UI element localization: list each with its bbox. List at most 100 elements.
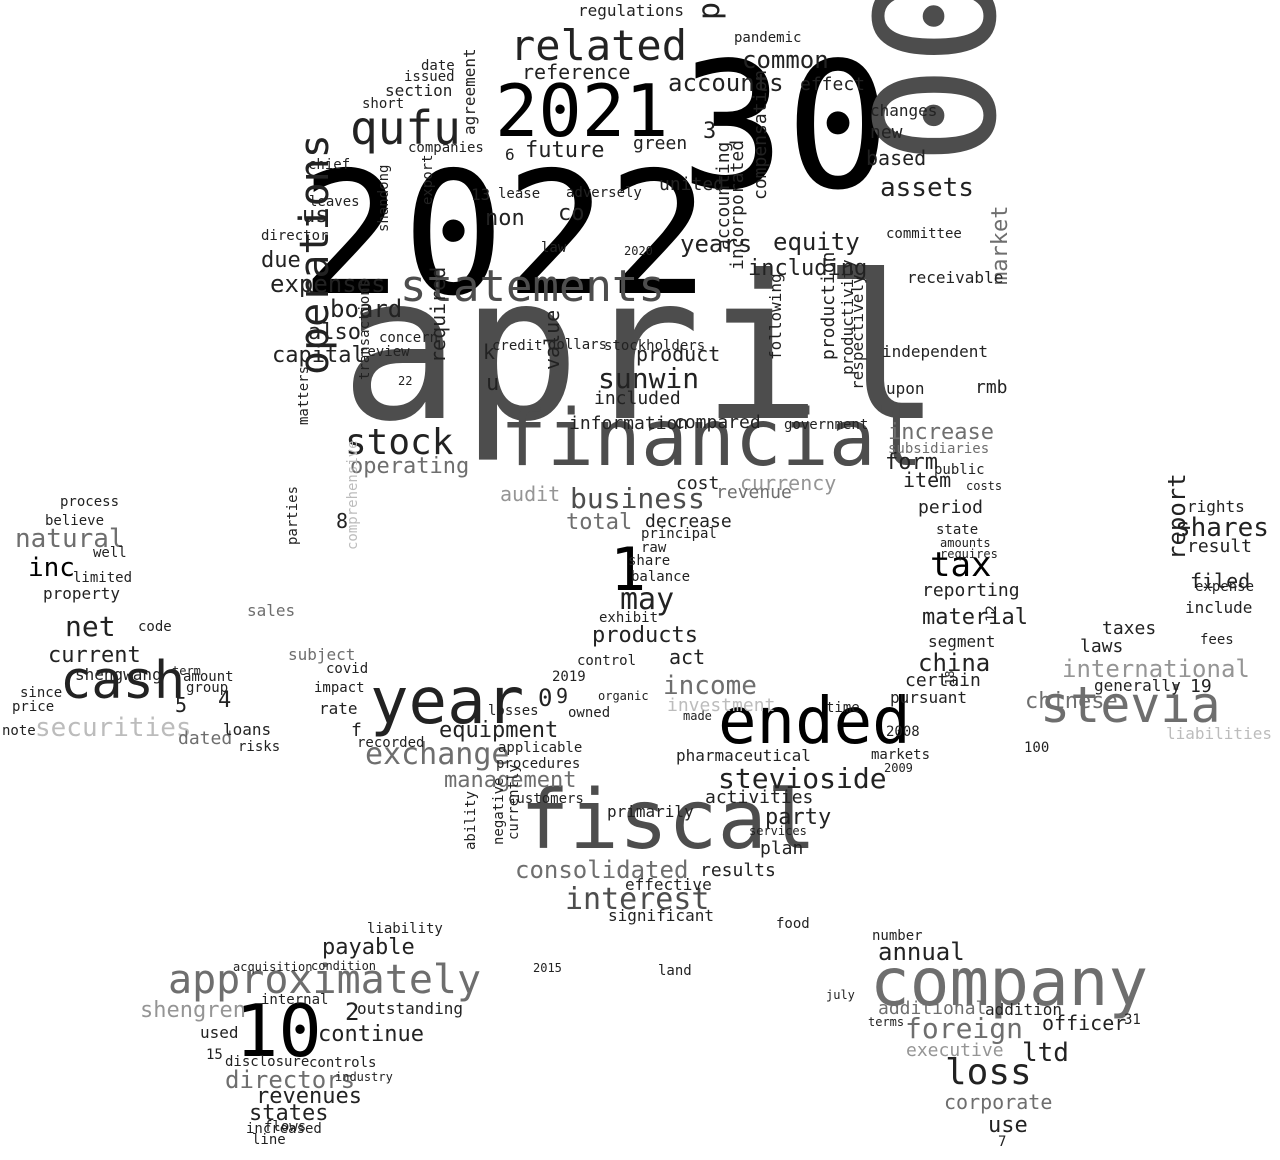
cloud-word: outstanding bbox=[357, 999, 463, 1018]
cloud-word: believe bbox=[45, 513, 105, 529]
cloud-word: 0 bbox=[538, 684, 553, 712]
cloud-word: productivity bbox=[838, 259, 857, 375]
cloud-word: information bbox=[569, 413, 689, 434]
cloud-word: addition bbox=[985, 1000, 1063, 1019]
cloud-word: material bbox=[922, 605, 1028, 630]
cloud-word: china bbox=[918, 649, 991, 677]
cloud-word: 10 bbox=[235, 989, 322, 1073]
cloud-word: well bbox=[93, 545, 127, 561]
cloud-word: receivable bbox=[907, 268, 1004, 287]
cloud-word: result bbox=[1187, 536, 1253, 557]
cloud-word: significant bbox=[608, 906, 714, 925]
cloud-word: due bbox=[261, 248, 301, 273]
cloud-word: pandemic bbox=[734, 30, 802, 46]
cloud-word: committee bbox=[886, 226, 962, 242]
cloud-word: products bbox=[592, 623, 698, 648]
cloud-word: compensation bbox=[750, 69, 771, 200]
cloud-word: stevia bbox=[1040, 676, 1221, 734]
cloud-word: consolidated bbox=[515, 856, 689, 884]
cloud-word: 30 bbox=[680, 26, 891, 229]
cloud-word: independent bbox=[882, 342, 988, 361]
cloud-word: procedures bbox=[496, 756, 581, 772]
cloud-word: food bbox=[776, 916, 810, 932]
cloud-word: effective bbox=[625, 875, 712, 894]
cloud-word: upon bbox=[886, 379, 925, 398]
cloud-word: board bbox=[330, 295, 403, 323]
cloud-word: 4 bbox=[218, 688, 232, 713]
cloud-word: changes bbox=[870, 101, 938, 120]
cloud-word: sunwin bbox=[598, 362, 700, 395]
cloud-word: limited bbox=[73, 570, 133, 586]
cloud-word: 2022 bbox=[300, 136, 710, 334]
cloud-word: executive bbox=[906, 1040, 1004, 1061]
cloud-word: future bbox=[525, 138, 605, 163]
cloud-word: directors bbox=[225, 1066, 356, 1094]
cloud-word: required bbox=[426, 266, 450, 363]
cloud-word: impact bbox=[314, 680, 365, 696]
cloud-word: primarily bbox=[607, 802, 694, 821]
cloud-word: effect bbox=[800, 74, 866, 95]
cloud-word: covid bbox=[326, 661, 369, 677]
cloud-word: 9 bbox=[556, 684, 569, 708]
cloud-word: period bbox=[918, 497, 984, 518]
cloud-word: dollars bbox=[548, 337, 608, 353]
cloud-word: used bbox=[200, 1023, 239, 1042]
cloud-word: also bbox=[308, 320, 361, 345]
cloud-word: property bbox=[43, 584, 121, 603]
cloud-word: officer bbox=[1042, 1011, 1127, 1035]
cloud-word: 100 bbox=[1024, 740, 1050, 756]
cloud-word: losses bbox=[488, 703, 539, 719]
cloud-word: assets bbox=[880, 173, 974, 203]
cloud-word: decrease bbox=[645, 511, 732, 532]
cloud-word: lease bbox=[498, 186, 541, 202]
cloud-word: industry bbox=[335, 1070, 393, 1084]
cloud-word: agreement bbox=[460, 48, 479, 135]
cloud-word: reporting bbox=[922, 580, 1020, 601]
cloud-word: laws bbox=[1080, 636, 1124, 657]
cloud-word: statements bbox=[400, 261, 665, 312]
cloud-word: flows bbox=[264, 1119, 307, 1135]
cloud-word: issued bbox=[404, 69, 455, 85]
cloud-word: ltd bbox=[1022, 1038, 1069, 1068]
cloud-word: interest bbox=[565, 882, 710, 917]
cloud-word: k bbox=[483, 340, 496, 364]
cloud-word: accounting bbox=[713, 141, 734, 250]
cloud-word: regulations bbox=[578, 1, 684, 20]
cloud-word: raw bbox=[641, 540, 667, 556]
cloud-word: payable bbox=[322, 935, 415, 960]
cloud-word: prc bbox=[692, 0, 727, 20]
cloud-word: inc bbox=[28, 553, 75, 583]
cloud-word: filed bbox=[1190, 569, 1251, 593]
cloud-word: liabilities bbox=[1166, 724, 1272, 743]
cloud-word: adversely bbox=[566, 185, 642, 201]
cloud-word: amount bbox=[183, 669, 234, 685]
cloud-word: process bbox=[60, 494, 120, 510]
cloud-word: certain bbox=[905, 670, 981, 691]
cloud-word: act bbox=[669, 645, 706, 669]
cloud-word: pursuant bbox=[890, 688, 968, 707]
cloud-word: markets bbox=[871, 747, 931, 763]
cloud-word: equipment bbox=[439, 718, 559, 743]
cloud-word: revenues bbox=[256, 1084, 362, 1109]
cloud-word: costs bbox=[966, 479, 1003, 493]
cloud-word: line bbox=[252, 1132, 286, 1148]
cloud-word: comprehensive bbox=[345, 440, 361, 550]
cloud-word: shares bbox=[1175, 513, 1269, 543]
cloud-word: fiscal bbox=[520, 773, 817, 868]
cloud-word: form bbox=[885, 450, 938, 475]
cloud-word: law bbox=[541, 240, 567, 256]
cloud-word: state bbox=[936, 522, 979, 538]
cloud-word: u bbox=[486, 371, 500, 396]
cloud-word: results bbox=[700, 860, 776, 881]
cloud-word: subsidiaries bbox=[888, 441, 990, 457]
cloud-word: exchange bbox=[365, 737, 510, 772]
cloud-word: owned bbox=[568, 705, 611, 721]
cloud-word: expenses bbox=[270, 270, 386, 298]
cloud-word: 18 bbox=[943, 670, 957, 685]
cloud-word: report bbox=[1163, 473, 1191, 560]
cloud-word: f bbox=[351, 720, 362, 741]
cloud-word: 2021 bbox=[495, 69, 669, 153]
cloud-word: 3 bbox=[703, 119, 717, 144]
cloud-word: group bbox=[186, 680, 229, 696]
cloud-word: 2019 bbox=[552, 669, 586, 685]
